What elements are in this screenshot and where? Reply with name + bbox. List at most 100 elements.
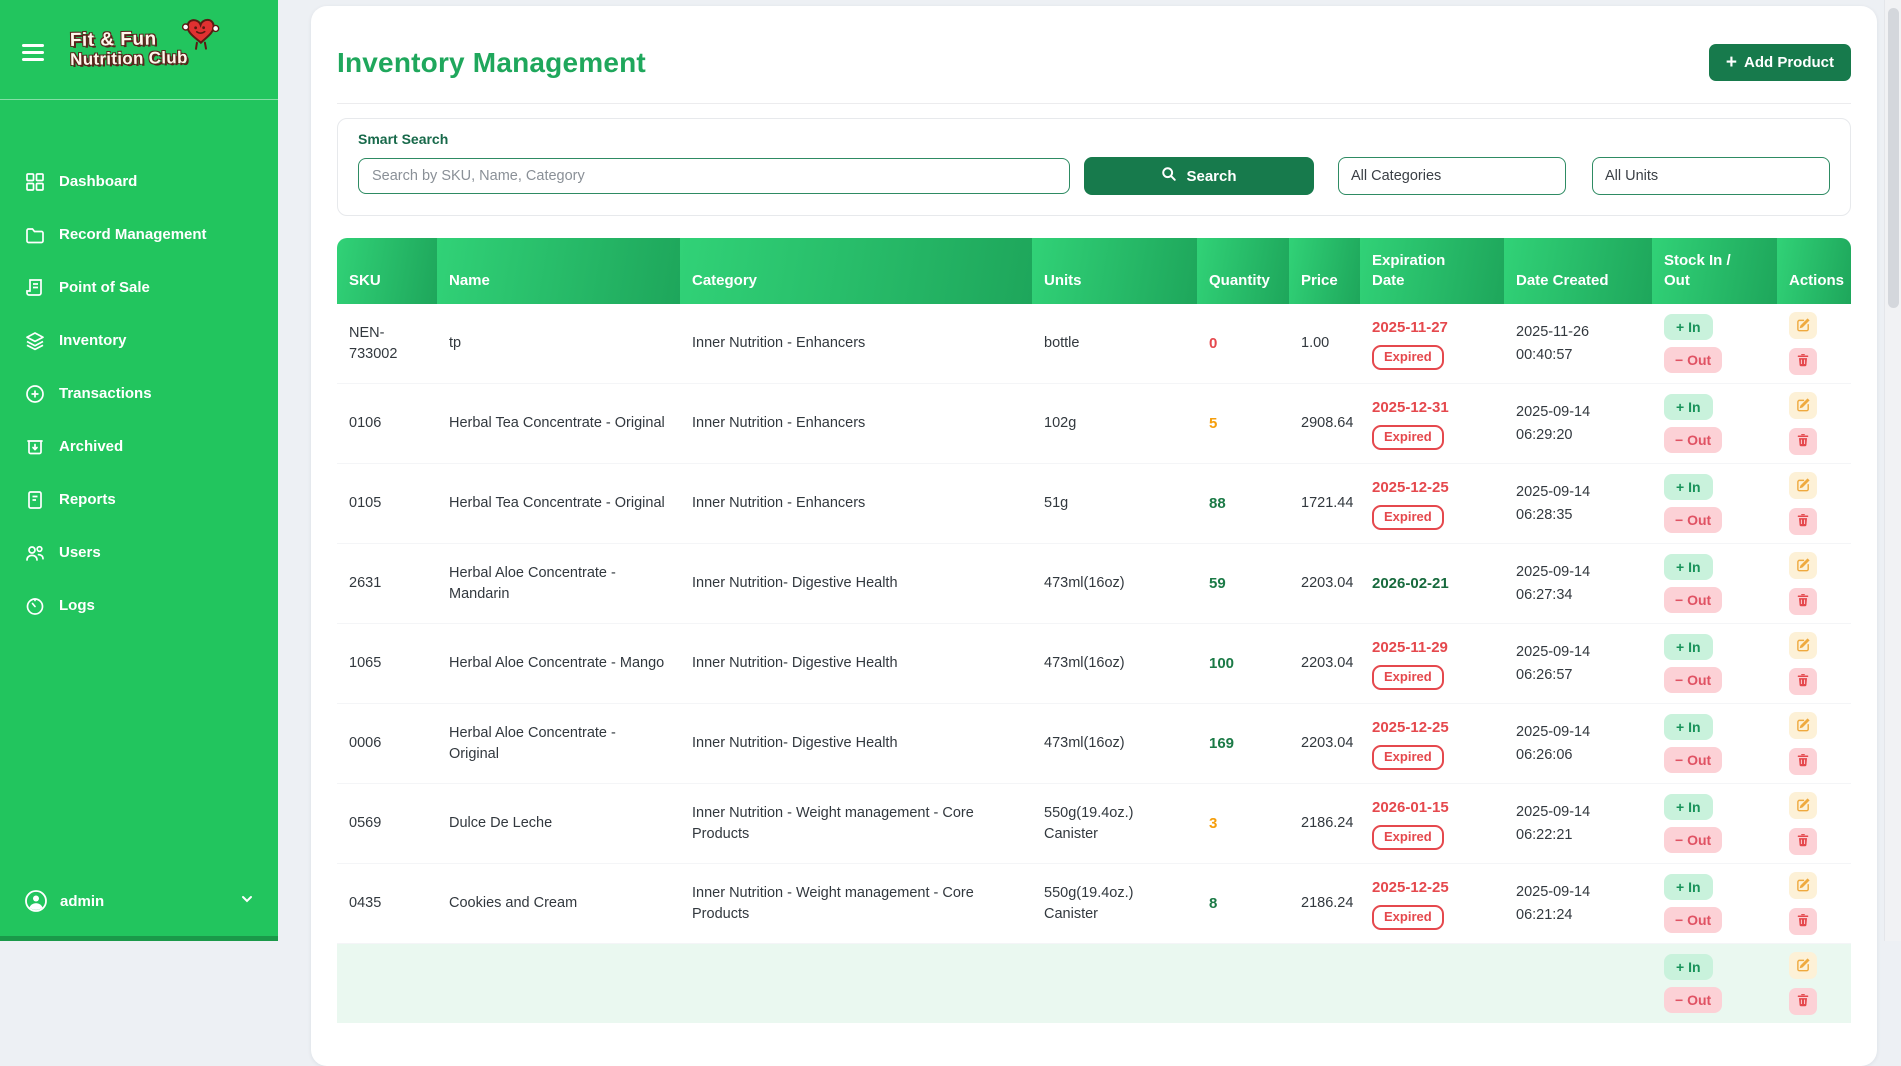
trash-icon xyxy=(1796,673,1810,690)
stock-in-button[interactable]: + In xyxy=(1664,394,1713,420)
sidebar-item-users[interactable]: Users xyxy=(0,526,278,579)
expired-badge: Expired xyxy=(1372,825,1444,850)
edit-button[interactable] xyxy=(1789,392,1817,419)
stock-in-button[interactable]: + In xyxy=(1664,554,1713,580)
categories-select[interactable]: All Categories xyxy=(1338,157,1566,195)
header-divider xyxy=(337,103,1851,104)
sidebar-item-label: Users xyxy=(59,544,101,561)
cell-price: 2203.04 xyxy=(1289,624,1360,704)
stock-in-button[interactable]: + In xyxy=(1664,314,1713,340)
hamburger-menu-icon[interactable] xyxy=(22,44,44,65)
sidebar-item-logs[interactable]: Logs xyxy=(0,579,278,632)
sidebar-item-label: Record Management xyxy=(59,226,207,243)
delete-button[interactable] xyxy=(1789,828,1817,855)
stock-in-button[interactable]: + In xyxy=(1664,474,1713,500)
edit-button[interactable] xyxy=(1789,712,1817,739)
sidebar-item-inventory[interactable]: Inventory xyxy=(0,314,278,367)
delete-button[interactable] xyxy=(1789,428,1817,455)
document-icon xyxy=(24,489,46,511)
cell-sku: 0435 xyxy=(337,864,437,944)
delete-button[interactable] xyxy=(1789,988,1817,1015)
stock-out-button[interactable]: − Out xyxy=(1664,427,1723,453)
cell-category: Inner Nutrition - Weight management - Co… xyxy=(680,864,1032,944)
edit-button[interactable] xyxy=(1789,632,1817,659)
edit-pencil-icon xyxy=(1796,797,1811,815)
cell-name: tp xyxy=(437,304,680,384)
delete-button[interactable] xyxy=(1789,588,1817,615)
archive-box-icon xyxy=(24,436,46,458)
delete-button[interactable] xyxy=(1789,748,1817,775)
page-title: Inventory Management xyxy=(337,46,646,78)
stock-in-button[interactable]: + In xyxy=(1664,714,1713,740)
cell-units xyxy=(1032,944,1197,1023)
plus-circle-icon xyxy=(24,383,46,405)
sidebar-item-label: Archived xyxy=(59,438,124,455)
trash-icon xyxy=(1796,513,1810,530)
edit-button[interactable] xyxy=(1789,552,1817,579)
created-time: 06:26:57 xyxy=(1516,666,1573,683)
edit-button[interactable] xyxy=(1789,472,1817,499)
cell-name: Herbal Aloe Concentrate - Original xyxy=(437,704,680,784)
stock-out-button[interactable]: − Out xyxy=(1664,347,1723,373)
expired-badge: Expired xyxy=(1372,505,1444,530)
admin-account-menu[interactable]: admin xyxy=(0,881,278,921)
edit-button[interactable] xyxy=(1789,792,1817,819)
stock-in-button[interactable]: + In xyxy=(1664,874,1713,900)
stock-out-button[interactable]: − Out xyxy=(1664,507,1723,533)
stock-out-button[interactable]: − Out xyxy=(1664,667,1723,693)
cell-category: Inner Nutrition - Enhancers xyxy=(680,464,1032,544)
search-icon xyxy=(1161,166,1177,186)
col-price: Price xyxy=(1289,238,1360,304)
delete-button[interactable] xyxy=(1789,908,1817,935)
scrollbar-thumb[interactable] xyxy=(1888,8,1899,308)
delete-button[interactable] xyxy=(1789,668,1817,695)
expiration-date: 2025-12-25 xyxy=(1372,719,1449,737)
sidebar-item-reports[interactable]: Reports xyxy=(0,473,278,526)
search-input[interactable] xyxy=(358,158,1070,194)
sidebar-item-dashboard[interactable]: Dashboard xyxy=(0,155,278,208)
edit-button[interactable] xyxy=(1789,312,1817,339)
trash-icon xyxy=(1796,993,1810,1010)
stock-out-button[interactable]: − Out xyxy=(1664,587,1723,613)
edit-button[interactable] xyxy=(1789,952,1817,979)
stock-out-button[interactable]: − Out xyxy=(1664,747,1723,773)
add-product-button[interactable]: + Add Product xyxy=(1708,44,1851,81)
table-row: 0435 Cookies and Cream Inner Nutrition -… xyxy=(337,864,1851,944)
cell-sku: 0106 xyxy=(337,384,437,464)
delete-button[interactable] xyxy=(1789,348,1817,375)
expiration-date: 2026-02-21 xyxy=(1372,575,1449,592)
cell-sku: NEN-733002 xyxy=(337,304,437,384)
sidebar-item-archived[interactable]: Archived xyxy=(0,420,278,473)
stock-out-button[interactable]: − Out xyxy=(1664,907,1723,933)
chevron-down-icon xyxy=(240,892,254,910)
expiration-date: 2025-11-29 xyxy=(1372,639,1448,657)
cell-quantity: 100 xyxy=(1209,654,1235,672)
layers-icon xyxy=(24,330,46,352)
stock-in-button[interactable]: + In xyxy=(1664,954,1713,980)
units-select[interactable]: All Units xyxy=(1592,157,1830,195)
table-row: 0006 Herbal Aloe Concentrate - Original … xyxy=(337,704,1851,784)
cell-units: 102g xyxy=(1032,384,1197,464)
stock-in-button[interactable]: + In xyxy=(1664,794,1713,820)
stock-out-button[interactable]: − Out xyxy=(1664,827,1723,853)
sidebar-item-record-management[interactable]: Record Management xyxy=(0,208,278,261)
main-content: Inventory Management + Add Product Smart… xyxy=(278,0,1901,1066)
cell-units: 51g xyxy=(1032,464,1197,544)
delete-button[interactable] xyxy=(1789,508,1817,535)
search-panel: Smart Search Search All Categories All U… xyxy=(337,118,1851,216)
cell-units: 550g(19.4oz.) Canister xyxy=(1032,864,1197,944)
logo-text-line2: Nutrition Club xyxy=(70,47,188,69)
search-button[interactable]: Search xyxy=(1084,157,1314,195)
sidebar-item-point-of-sale[interactable]: Point of Sale xyxy=(0,261,278,314)
cell-sku: 0105 xyxy=(337,464,437,544)
col-expiration-date: Expiration Date xyxy=(1360,238,1504,304)
cell-price: 2203.04 xyxy=(1289,704,1360,784)
created-time: 06:29:20 xyxy=(1516,426,1573,443)
edit-button[interactable] xyxy=(1789,872,1817,899)
created-time: 06:22:21 xyxy=(1516,826,1573,843)
table-row: 0569 Dulce De Leche Inner Nutrition - We… xyxy=(337,784,1851,864)
stock-out-button[interactable]: − Out xyxy=(1664,987,1723,1013)
stock-in-button[interactable]: + In xyxy=(1664,634,1713,660)
sidebar-item-transactions[interactable]: Transactions xyxy=(0,367,278,420)
col-sku: SKU xyxy=(337,238,437,304)
